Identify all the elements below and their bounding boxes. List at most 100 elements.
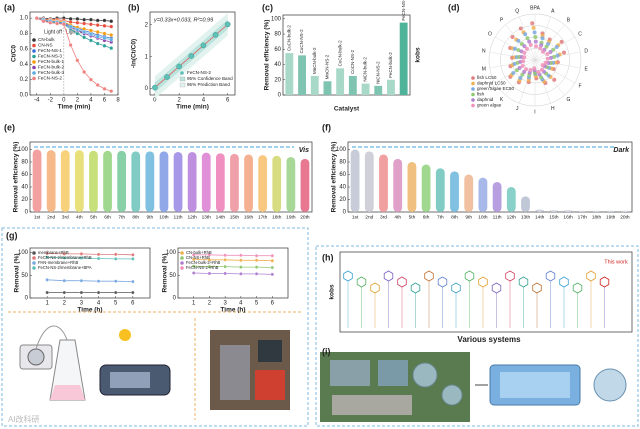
radar-point (510, 34, 515, 39)
radar-point (525, 36, 530, 41)
y-tick-label: 0.8 (20, 31, 29, 37)
data-point (102, 43, 107, 48)
data-point (239, 258, 243, 263)
spoke-label: H (551, 106, 555, 112)
data-point (191, 264, 196, 268)
y-axis-label: Removal efficiency (%) (331, 142, 338, 213)
y-tick-label: 0 (173, 296, 177, 302)
radar-point (533, 35, 538, 40)
y-tick-label: 100 (166, 250, 177, 256)
x-tick-label: 4 (89, 98, 93, 104)
panel-label: (c) (262, 2, 273, 12)
y-tick-label: 60 (21, 172, 28, 178)
bar (492, 182, 502, 212)
legend-label: FeCN-bulk-3 (38, 70, 64, 75)
spoke-label: E (585, 66, 589, 72)
legend-marker (32, 43, 36, 48)
category-label: MnCN-NS-2 (325, 54, 330, 79)
spoke-label: L (489, 83, 492, 89)
series-line (193, 259, 273, 262)
bar (393, 158, 403, 212)
bar (577, 210, 587, 212)
radar-point (538, 46, 543, 51)
data-point (88, 32, 93, 37)
spoke-label: D (584, 48, 588, 54)
data-point (82, 69, 87, 74)
x-tick-label: 3rd (62, 214, 69, 220)
spoke-label: B (567, 17, 571, 23)
x-tick-label: 12th (187, 214, 197, 220)
data-point (212, 32, 219, 38)
watermark: AI改科研 (8, 414, 40, 424)
legend-label: fish LC50 (477, 75, 497, 80)
panel-hi-border (315, 245, 639, 427)
radar-point (554, 45, 559, 50)
y-tick-label: 40 (21, 185, 28, 191)
x-tick-label: 10th (159, 214, 169, 220)
y-tick-label: 40 (274, 62, 281, 68)
note: Vis (299, 147, 309, 154)
category-label: MnCN-bulk-2 (312, 47, 317, 74)
x-tick-label: 4th (76, 214, 83, 220)
data-point (34, 16, 39, 21)
data-point (96, 256, 101, 261)
spoke-label: J (516, 106, 519, 112)
bar (60, 150, 70, 212)
bar (215, 153, 225, 212)
data-point (207, 253, 212, 257)
series-line (47, 253, 133, 256)
spoke-label: M (482, 66, 486, 72)
data-point (95, 18, 100, 23)
x-tick-label: 20th (300, 214, 310, 220)
x-tick-label: 2 (76, 98, 80, 104)
legend-marker (180, 71, 184, 75)
legend-marker (32, 256, 36, 260)
x-tick-label: 1st (352, 214, 359, 220)
bar (285, 53, 294, 95)
y-axis-label: Removal (%) (14, 253, 21, 292)
x-tick-label: -2 (48, 98, 54, 104)
legend-marker (32, 261, 36, 265)
data-point (75, 58, 80, 63)
x-tick-label: 14th (535, 214, 545, 220)
y-tick-label: 80 (274, 32, 281, 38)
bar (421, 164, 431, 212)
radar-point (548, 55, 553, 60)
data-point (88, 22, 93, 27)
data-point (239, 265, 243, 269)
data-point (239, 272, 243, 276)
bar (32, 149, 42, 212)
series-line (47, 279, 133, 282)
radar-point (545, 56, 550, 61)
bar (364, 151, 374, 212)
series-line (47, 256, 133, 260)
bar (201, 152, 211, 212)
data-point (113, 279, 118, 283)
spoke-label: Q (515, 8, 519, 14)
x-tick-label: 2nd (365, 214, 373, 220)
radar-spoke (505, 24, 536, 61)
setup-photo (19, 325, 290, 410)
annotation: Light on (66, 29, 84, 35)
data-point (207, 264, 212, 269)
panel-label: (f) (322, 122, 331, 132)
panel-label: (e) (4, 122, 15, 132)
y-tick-label: 0 (25, 210, 29, 216)
legend-marker (32, 54, 36, 59)
data-point (131, 279, 135, 284)
legend-label: FeCN-NS-3 (38, 54, 62, 59)
x-axis-label: Catalyst (334, 106, 360, 113)
y-tick-label: 0 (343, 210, 347, 216)
data-point (102, 86, 107, 91)
radar-point (511, 70, 516, 75)
legend-label: FeCN-NS-1 (38, 48, 62, 53)
data-point (270, 272, 275, 277)
legend-label: daphnid (477, 97, 494, 102)
data-point (109, 46, 114, 51)
radar-point (555, 53, 560, 58)
legend-marker (180, 261, 184, 265)
y-axis-label: -ln(Ct/C0) (131, 39, 138, 68)
x-tick-label: 15th (230, 214, 240, 220)
data-point (109, 33, 114, 38)
legend-marker (32, 60, 36, 64)
